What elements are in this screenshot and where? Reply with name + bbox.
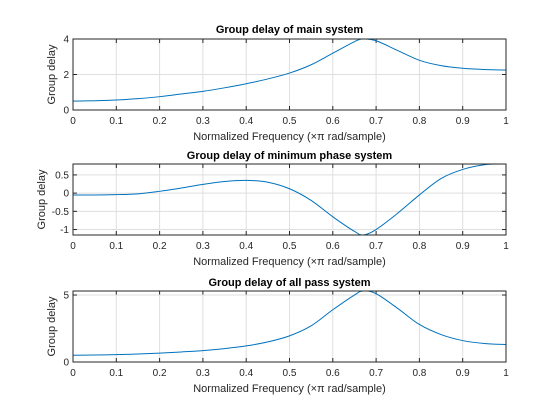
x-tick-label: 0.4 (239, 116, 253, 127)
y-tick-label: 2 (63, 70, 69, 81)
x-tick-label: 0.2 (153, 368, 167, 379)
y-tick-label: 5 (63, 291, 69, 302)
y-tick-labels: 0 2 4 (63, 35, 69, 117)
x-tick-label: 0 (70, 241, 76, 252)
axes-frame (72, 38, 507, 111)
y-axis-label: Group delay (46, 296, 58, 356)
x-tick-labels: 0 0.1 0.2 0.3 0.4 0.5 0.6 0.7 0.8 0.9 1 (70, 241, 509, 252)
x-tick-label: 0.2 (153, 241, 167, 252)
x-tick-label: 0.5 (283, 368, 297, 379)
y-tick-label: 0 (63, 106, 69, 117)
axes-frame (72, 163, 507, 236)
x-tick-label: 0.9 (456, 241, 470, 252)
x-axis-label-prefix: Normalized Frequency ( (193, 383, 311, 395)
x-tick-label: 0.9 (456, 368, 470, 379)
y-tick-label: 0 (63, 358, 69, 369)
axes-frame (72, 290, 507, 363)
y-axis-label: Group delay (46, 44, 58, 104)
series-line (73, 39, 506, 102)
x-tick-label: 0.8 (412, 368, 426, 379)
x-tick-label: 0.1 (109, 368, 123, 379)
y-tick-label: 0 (63, 189, 69, 200)
x-tick-labels: 0 0.1 0.2 0.3 0.4 0.5 0.6 0.7 0.8 0.9 1 (70, 116, 509, 127)
x-axis-label: Normalized Frequency (×π rad/sample) (193, 383, 386, 395)
x-tick-label: 0.7 (369, 241, 383, 252)
x-tick-labels: 0 0.1 0.2 0.3 0.4 0.5 0.6 0.7 0.8 0.9 1 (70, 368, 509, 379)
x-tick-label: 0 (70, 368, 76, 379)
x-tick-label: 0.7 (369, 116, 383, 127)
x-tick-label: 0.6 (326, 116, 340, 127)
grid (72, 164, 507, 235)
subplot-main-system: Group delay of main system 0 0.1 0.2 0.3 0.4… (46, 24, 509, 143)
y-tick-label: -1 (60, 225, 69, 236)
x-tick-label: 1 (503, 241, 509, 252)
x-tick-label: 0.1 (109, 241, 123, 252)
x-tick-label: 0.9 (456, 116, 470, 127)
x-tick-label: 0.6 (326, 368, 340, 379)
x-tick-label: 0.4 (239, 241, 253, 252)
y-tick-label: 4 (63, 35, 69, 46)
x-tick-label: 0.3 (196, 241, 210, 252)
x-axis-label: Normalized Frequency (×π rad/sample) (193, 256, 386, 268)
y-tick-label: 0.5 (55, 170, 69, 181)
x-tick-label: 0.8 (412, 241, 426, 252)
x-tick-label: 0.3 (196, 368, 210, 379)
x-tick-label: 0.8 (412, 116, 426, 127)
y-tick-label: -0.5 (52, 207, 70, 218)
x-tick-label: 1 (503, 116, 509, 127)
series-line (73, 291, 506, 356)
subplot-title: Group delay of main system (216, 24, 364, 36)
x-tick-label: 0.4 (239, 368, 253, 379)
x-axis-label-symbol: ×π (311, 131, 325, 143)
x-axis-label-symbol: ×π (311, 256, 325, 268)
y-axis-label: Group delay (36, 169, 48, 229)
x-axis-label-prefix: Normalized Frequency ( (193, 131, 311, 143)
subplot-title: Group delay of minimum phase system (187, 150, 393, 162)
subplot-all-pass-system: Group delay of all pass system 0 0.1 0.2 0.… (46, 277, 509, 395)
x-tick-label: 0.6 (326, 241, 340, 252)
x-tick-label: 0.1 (109, 116, 123, 127)
y-tick-labels: 05 (63, 291, 69, 369)
x-axis-label-suffix: rad/sample) (325, 256, 386, 268)
x-axis-label-prefix: Normalized Frequency ( (193, 256, 311, 268)
x-tick-label: 0.3 (196, 116, 210, 127)
x-tick-label: 1 (503, 368, 509, 379)
x-axis-label-suffix: rad/sample) (325, 383, 386, 395)
y-tick-labels: 0.5 0 -0.5 -1 (52, 170, 70, 236)
subplot-minimum-phase-system: Group delay of minimum phase system 0 0.1… (36, 150, 509, 268)
x-axis-label-suffix: rad/sample) (325, 131, 386, 143)
x-axis-label: Normalized Frequency (×π rad/sample) (193, 131, 386, 143)
subplot-title: Group delay of all pass system (208, 277, 370, 289)
series-line (73, 164, 506, 235)
x-tick-label: 0.5 (283, 241, 297, 252)
x-tick-label: 0.7 (369, 368, 383, 379)
x-tick-label: 0.2 (153, 116, 167, 127)
x-tick-label: 0 (70, 116, 76, 127)
x-axis-label-symbol: ×π (311, 383, 325, 395)
x-tick-label: 0.5 (283, 116, 297, 127)
